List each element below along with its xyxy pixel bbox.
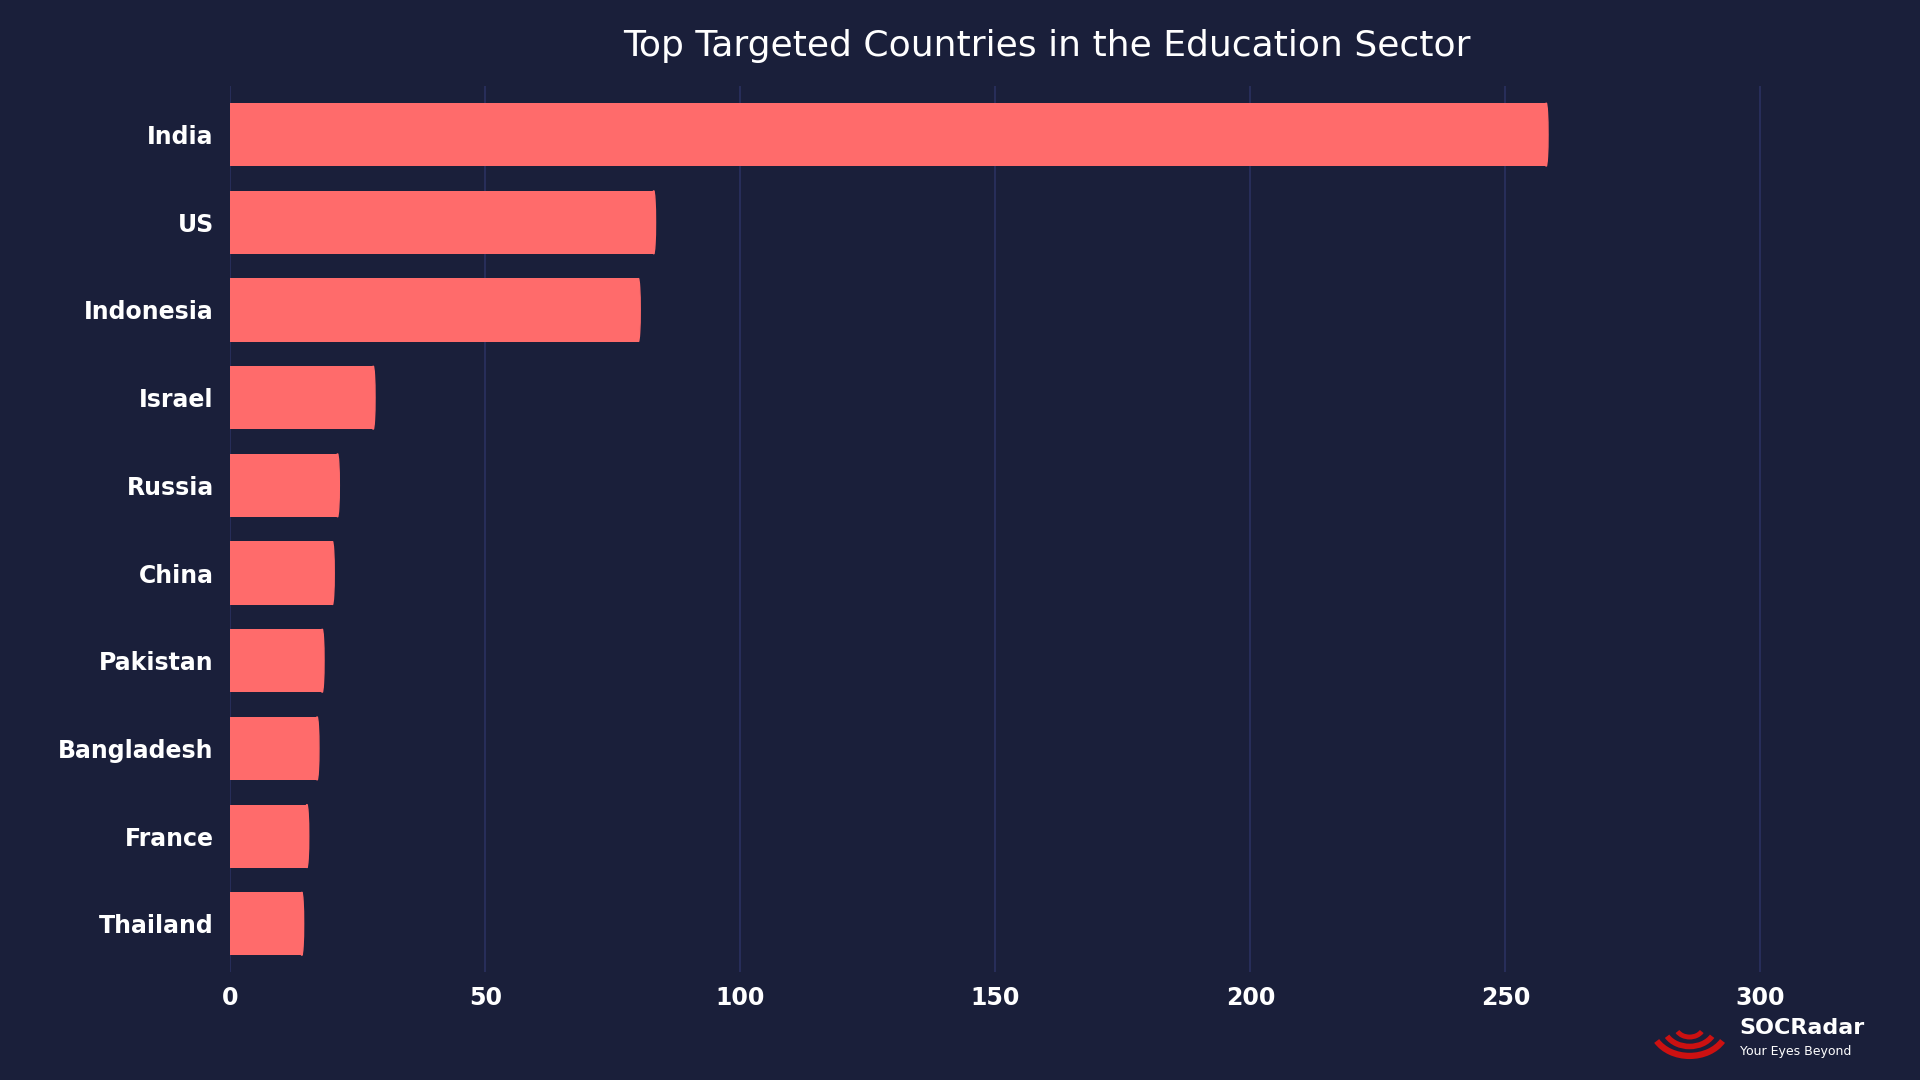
Circle shape	[321, 630, 324, 692]
Circle shape	[305, 805, 309, 867]
Bar	[230, 541, 332, 605]
Circle shape	[300, 892, 303, 956]
Text: Your Eyes Beyond: Your Eyes Beyond	[1740, 1045, 1851, 1058]
Bar	[230, 366, 372, 429]
Bar	[230, 191, 653, 254]
Circle shape	[330, 541, 334, 605]
Circle shape	[315, 717, 319, 780]
Bar	[230, 630, 323, 692]
Bar	[230, 892, 301, 956]
Title: Top Targeted Countries in the Education Sector: Top Targeted Countries in the Education …	[622, 29, 1471, 63]
Circle shape	[1544, 103, 1548, 166]
Circle shape	[371, 366, 374, 429]
Bar	[230, 103, 1546, 166]
Bar	[230, 454, 338, 517]
Text: SOCRadar: SOCRadar	[1740, 1018, 1864, 1038]
Bar	[230, 805, 307, 867]
Circle shape	[637, 279, 639, 341]
Circle shape	[653, 191, 655, 254]
Bar	[230, 279, 637, 341]
Circle shape	[336, 454, 340, 517]
Bar	[230, 717, 317, 780]
